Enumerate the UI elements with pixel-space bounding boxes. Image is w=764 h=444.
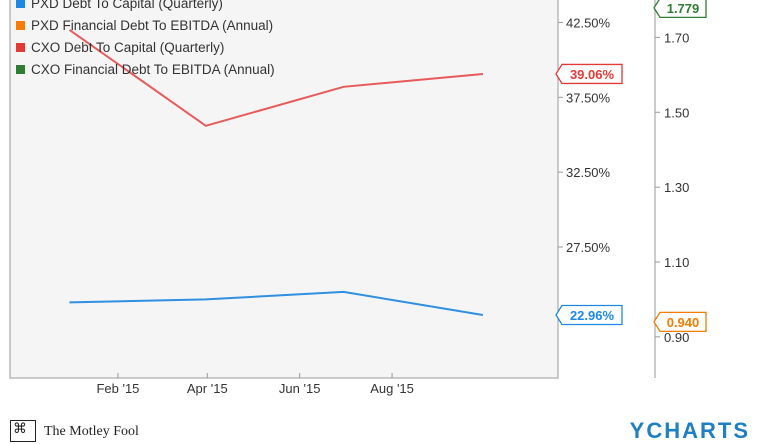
callout-label-1: 22.96% — [570, 308, 615, 323]
legend-swatch-2 — [16, 43, 25, 52]
chart: PXD Debt To Capital (Quarterly) PXD Finan… — [9, 0, 707, 396]
logo-glyph: ⌘ — [13, 420, 27, 436]
callout-label-0: 39.06% — [570, 67, 615, 82]
callout-box-3 — [653, 0, 707, 19]
motley-fool-logo: ⌘ — [10, 420, 36, 442]
left-tick-label-3: 27.50% — [566, 240, 611, 255]
series-line-1 — [69, 290, 484, 316]
callout-label-3: 1.779 — [667, 1, 700, 16]
x-tick-label-1: Apr '15 — [187, 381, 228, 396]
legend-label-1: PXD Financial Debt To EBITDA (Annual) — [31, 18, 273, 33]
series-layer — [68, 29, 484, 316]
right-tick-label-0: 1.70 — [664, 30, 689, 45]
x-tick-label-3: Aug '15 — [370, 381, 414, 396]
ycharts-brand: YCHARTS — [629, 418, 750, 443]
series-line-0 — [68, 29, 483, 127]
legend-label-0: PXD Debt To Capital (Quarterly) — [31, 0, 223, 11]
footer-brand-text: The Motley Fool — [44, 424, 139, 439]
legend-swatch-0 — [16, 0, 25, 8]
callout-box-1 — [555, 304, 623, 326]
left-tick-label-0: 42.50% — [566, 15, 611, 30]
legend: PXD Debt To Capital (Quarterly) PXD Finan… — [16, 0, 275, 77]
legend-swatch-3 — [16, 65, 25, 74]
x-tick-label-2: Jun '15 — [279, 381, 321, 396]
legend-label-3: CXO Financial Debt To EBITDA (Annual) — [31, 62, 275, 77]
x-axis: Feb '15 Apr '15 Jun '15 Aug '15 — [96, 373, 414, 396]
right-tick-label-2: 1.30 — [664, 180, 689, 195]
legend-label-2: CXO Debt To Capital (Quarterly) — [31, 40, 224, 55]
callouts: 39.06% 22.96% 0.940 1.779 — [555, 0, 707, 333]
right-axis: 1.70 1.50 1.30 1.10 0.90 — [655, 30, 689, 345]
right-tick-label-3: 1.10 — [664, 255, 689, 270]
left-axis: 42.50% 37.50% 32.50% 27.50% — [558, 15, 611, 255]
footer-brand-area: ⌘ The Motley Fool — [10, 418, 310, 442]
callout-box-2 — [653, 311, 707, 333]
callout-label-2: 0.940 — [667, 315, 700, 330]
chart-svg: PXD Debt To Capital (Quarterly) PXD Finan… — [9, 0, 707, 396]
right-tick-label-4: 0.90 — [664, 330, 689, 345]
right-tick-label-1: 1.50 — [664, 105, 689, 120]
legend-swatch-1 — [16, 21, 25, 30]
callout-box-0 — [555, 63, 623, 85]
x-tick-label-0: Feb '15 — [96, 381, 139, 396]
left-tick-label-2: 32.50% — [566, 165, 611, 180]
plot-area — [9, 0, 559, 379]
left-tick-label-1: 37.50% — [566, 90, 611, 105]
